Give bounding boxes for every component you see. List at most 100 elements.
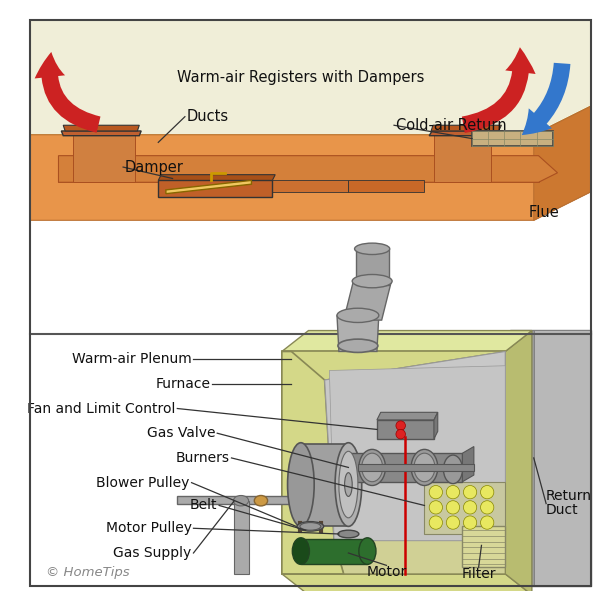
Circle shape (396, 430, 406, 439)
Text: Flue: Flue (529, 205, 560, 220)
Text: Gas Valve: Gas Valve (147, 426, 215, 440)
Polygon shape (434, 135, 491, 182)
Polygon shape (178, 496, 301, 504)
Polygon shape (337, 315, 379, 351)
Ellipse shape (233, 496, 248, 506)
Polygon shape (358, 464, 474, 471)
Ellipse shape (287, 443, 314, 527)
Circle shape (463, 516, 477, 529)
Circle shape (446, 516, 460, 529)
Text: Motor Pulley: Motor Pulley (106, 521, 191, 535)
Polygon shape (463, 447, 474, 482)
Polygon shape (534, 106, 591, 221)
Polygon shape (510, 330, 534, 586)
Polygon shape (377, 420, 434, 439)
Ellipse shape (337, 308, 379, 322)
Polygon shape (282, 574, 532, 595)
Polygon shape (282, 351, 344, 574)
Polygon shape (434, 412, 438, 439)
Polygon shape (166, 181, 251, 194)
Text: Warm-air Plenum: Warm-air Plenum (72, 352, 191, 366)
Polygon shape (63, 125, 139, 131)
Polygon shape (30, 20, 591, 135)
Polygon shape (349, 181, 424, 191)
Polygon shape (505, 330, 532, 595)
Text: Belt: Belt (190, 499, 217, 513)
Polygon shape (282, 351, 505, 574)
Text: Duct: Duct (546, 503, 579, 517)
Polygon shape (61, 131, 141, 136)
Polygon shape (344, 282, 391, 320)
Bar (30, 330, 591, 586)
Circle shape (429, 516, 443, 529)
Text: Cold-air Return: Cold-air Return (396, 118, 506, 133)
Polygon shape (301, 539, 367, 564)
Polygon shape (377, 412, 438, 420)
Text: © HomeTips: © HomeTips (46, 565, 130, 579)
Polygon shape (325, 351, 505, 541)
Polygon shape (472, 131, 553, 146)
Polygon shape (58, 156, 539, 182)
Polygon shape (272, 181, 349, 191)
Polygon shape (235, 501, 248, 574)
Polygon shape (158, 175, 275, 181)
Ellipse shape (359, 450, 385, 485)
Circle shape (396, 421, 406, 430)
Polygon shape (431, 125, 502, 131)
Polygon shape (434, 131, 494, 135)
Polygon shape (510, 330, 591, 586)
Ellipse shape (443, 455, 463, 484)
Polygon shape (30, 20, 591, 221)
Circle shape (481, 516, 494, 529)
Polygon shape (73, 135, 134, 182)
Ellipse shape (414, 453, 435, 482)
Text: Damper: Damper (125, 159, 184, 175)
Circle shape (463, 501, 477, 514)
Circle shape (429, 501, 443, 514)
Ellipse shape (335, 443, 362, 527)
Polygon shape (325, 351, 505, 574)
Polygon shape (534, 330, 591, 586)
Polygon shape (424, 482, 505, 534)
Polygon shape (282, 330, 532, 351)
Circle shape (446, 501, 460, 514)
Polygon shape (356, 249, 389, 285)
Ellipse shape (344, 473, 352, 496)
Text: Ducts: Ducts (187, 109, 229, 124)
FancyArrowPatch shape (462, 47, 536, 133)
Polygon shape (58, 156, 557, 182)
Text: Blower Pulley: Blower Pulley (96, 476, 190, 490)
Ellipse shape (362, 453, 383, 482)
Polygon shape (30, 106, 591, 221)
Polygon shape (73, 131, 137, 135)
Polygon shape (463, 527, 505, 567)
Polygon shape (329, 366, 505, 541)
Circle shape (463, 485, 477, 499)
Text: Burners: Burners (176, 451, 230, 465)
Polygon shape (301, 444, 349, 527)
Ellipse shape (338, 530, 359, 538)
Ellipse shape (254, 496, 268, 506)
Ellipse shape (411, 450, 438, 485)
Text: Warm-air Registers with Dampers: Warm-air Registers with Dampers (177, 70, 425, 85)
Ellipse shape (339, 451, 358, 518)
Polygon shape (158, 181, 272, 196)
Circle shape (481, 501, 494, 514)
Ellipse shape (352, 275, 392, 288)
Ellipse shape (359, 538, 376, 564)
Ellipse shape (300, 522, 321, 530)
Ellipse shape (338, 339, 378, 353)
Circle shape (446, 485, 460, 499)
Polygon shape (429, 131, 503, 136)
Ellipse shape (292, 538, 310, 564)
Text: Return: Return (546, 489, 592, 503)
Circle shape (481, 485, 494, 499)
Text: Furnace: Furnace (155, 377, 211, 391)
Circle shape (429, 485, 443, 499)
Text: Motor: Motor (366, 565, 407, 579)
FancyArrowPatch shape (35, 52, 100, 133)
FancyArrowPatch shape (522, 63, 571, 135)
Text: Fan and Limit Control: Fan and Limit Control (27, 402, 175, 416)
Text: Gas Supply: Gas Supply (113, 546, 191, 560)
Ellipse shape (355, 243, 390, 255)
